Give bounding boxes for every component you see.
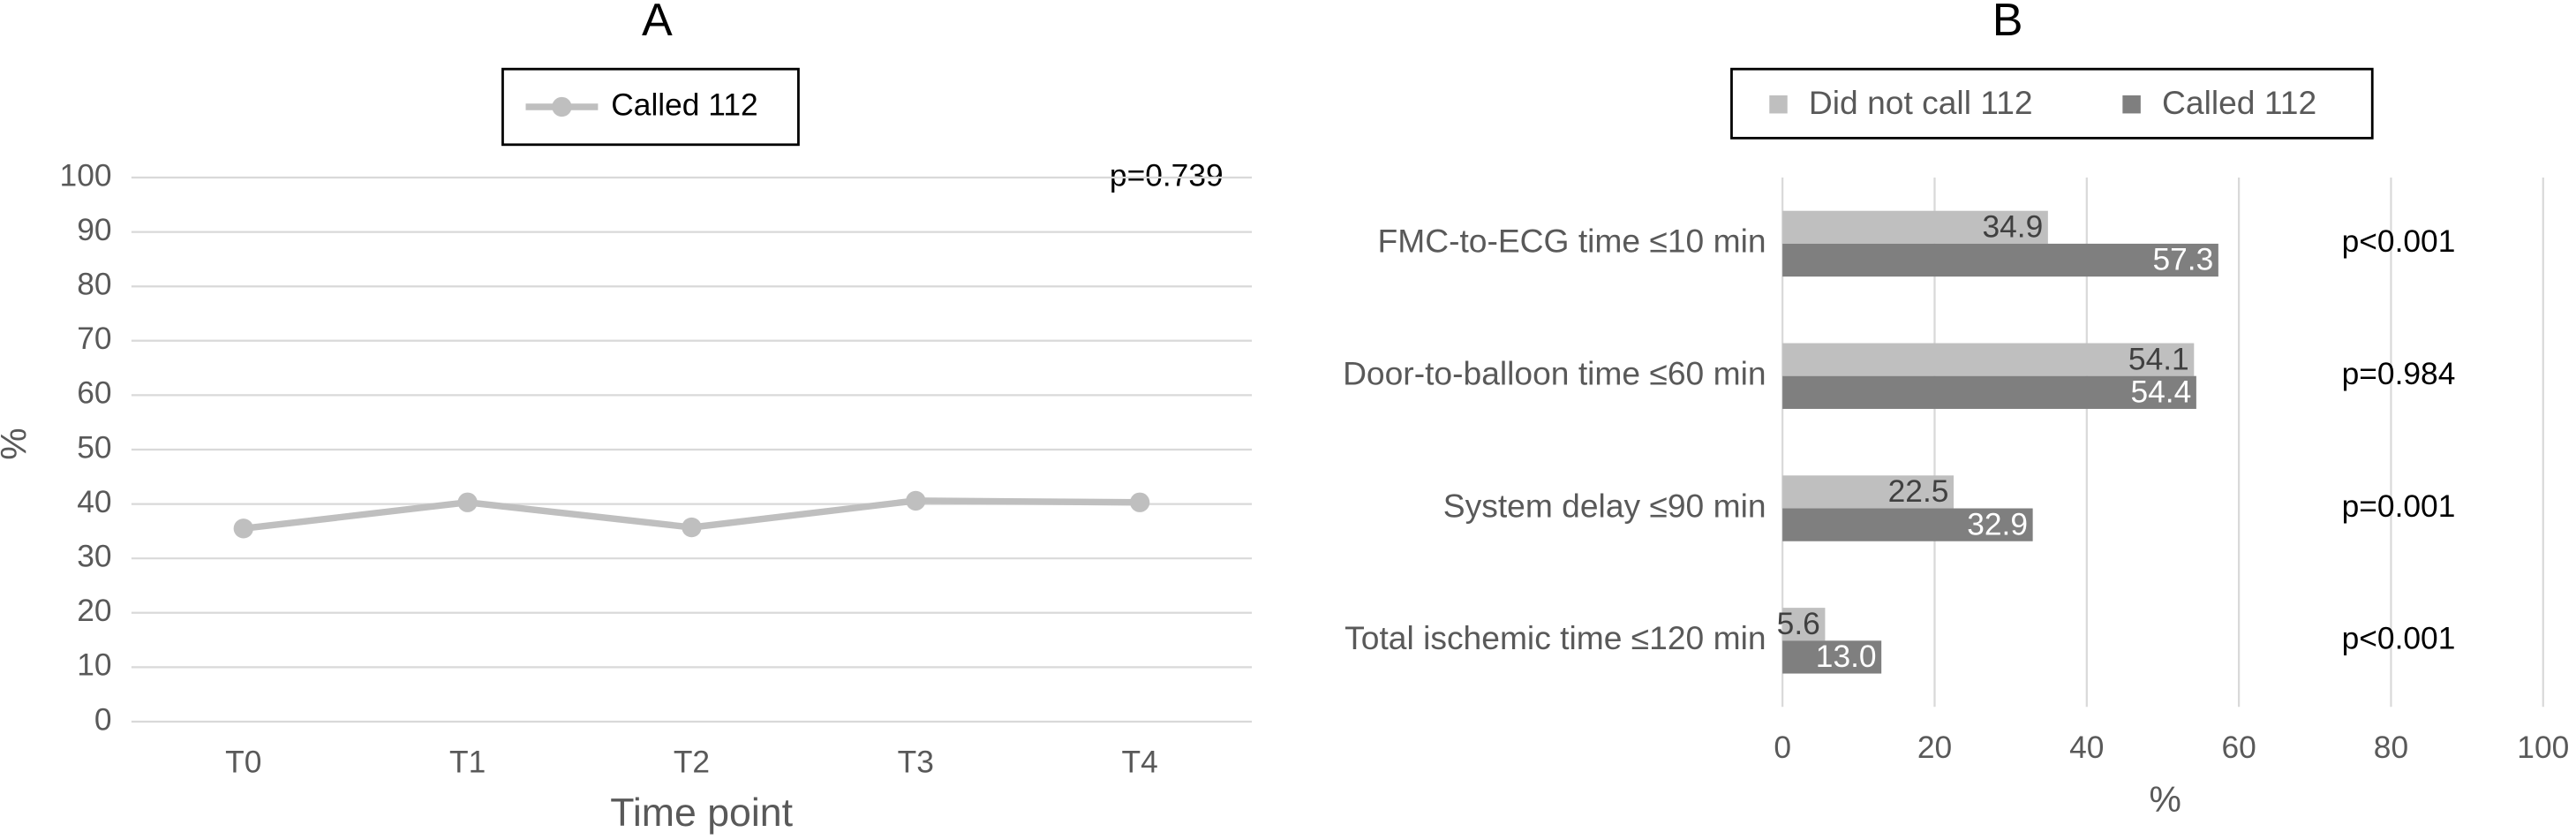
point (682, 517, 702, 538)
value-label: 5.6 (1777, 607, 1820, 641)
annotation: p=0.739 (1110, 158, 1224, 193)
x-axis-label: Time point (610, 791, 793, 835)
x-tick-label: T4 (1122, 745, 1158, 780)
y-tick-label: 50 (77, 430, 111, 465)
x-tick-label: 60 (2221, 730, 2256, 765)
y-tick-label: 100 (60, 158, 112, 193)
value-label: 32.9 (1967, 507, 2028, 541)
y-tick-label: 60 (77, 376, 111, 411)
bar (1782, 608, 1826, 641)
legend-label: Did not call 112 (1809, 84, 2033, 121)
annotation: p=0.001 (2342, 489, 2456, 524)
category-label: Door-to-balloon time ≤60 min (1343, 355, 1766, 392)
legend-marker (552, 96, 572, 117)
x-tick-label: 0 (1774, 730, 1791, 765)
bar (1782, 243, 2218, 277)
annotation: p<0.001 (2342, 224, 2456, 259)
point (1129, 492, 1150, 512)
legend-marker (1769, 95, 1788, 114)
value-label: 34.9 (1982, 210, 2043, 245)
category-label: FMC-to-ECG time ≤10 min (1377, 223, 1766, 260)
y-tick-label: 20 (77, 594, 111, 628)
x-tick-label: T3 (898, 745, 934, 780)
chart-title: A (642, 0, 673, 46)
value-label: 13.0 (1816, 639, 1877, 674)
bar (1782, 375, 2196, 409)
y-tick-label: 0 (94, 702, 112, 737)
chart-title: B (1992, 0, 2023, 46)
x-tick-label: 100 (2517, 730, 2569, 765)
y-tick-label: 70 (77, 322, 111, 356)
point (457, 492, 478, 512)
annotation: p<0.001 (2342, 622, 2456, 656)
point (233, 518, 253, 539)
x-tick-label: 20 (1917, 730, 1952, 765)
bar (1782, 640, 1882, 674)
y-tick-label: 10 (77, 648, 111, 683)
y-tick-label: 80 (77, 268, 111, 302)
x-tick-label: T0 (225, 745, 261, 780)
x-tick-label: 40 (2069, 730, 2104, 765)
legend-box (1730, 67, 2374, 140)
y-tick-label: 90 (77, 213, 111, 247)
y-axis-label: % (0, 428, 34, 459)
legend-label: Called 112 (611, 87, 757, 122)
bar (1782, 210, 2048, 244)
bar (1782, 475, 1955, 509)
legend-box (501, 67, 800, 147)
x-tick-label: T2 (674, 745, 710, 780)
x-tick-label: 80 (2374, 730, 2408, 765)
legend-label: Called 112 (2162, 84, 2316, 121)
value-label: 57.3 (2152, 243, 2213, 277)
point (906, 490, 926, 511)
value-label: 54.4 (2130, 375, 2191, 410)
category-label: Total ischemic time ≤120 min (1344, 619, 1766, 656)
annotation: p=0.984 (2342, 357, 2456, 391)
y-tick-label: 40 (77, 485, 111, 519)
bar (1782, 508, 2033, 541)
y-tick-label: 30 (77, 540, 111, 574)
x-axis-label: % (2150, 779, 2181, 820)
x-tick-label: T1 (449, 745, 486, 780)
legend-marker (2122, 95, 2141, 114)
bar (1782, 343, 2195, 376)
value-label: 22.5 (1888, 474, 1949, 509)
value-label: 54.1 (2128, 342, 2189, 376)
category-label: System delay ≤90 min (1443, 487, 1766, 524)
